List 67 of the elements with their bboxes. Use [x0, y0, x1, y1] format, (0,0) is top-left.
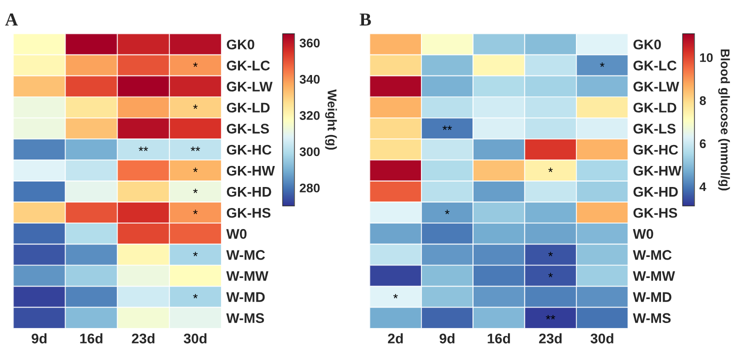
- data-label: *: [548, 252, 553, 256]
- y-tick-label: GK0: [633, 40, 661, 50]
- y-tick-label: GK-HW: [633, 166, 682, 176]
- y-tick-label: GK-LW: [633, 82, 680, 92]
- x-tick-label: 30d: [590, 333, 614, 344]
- color-bar-label: 280: [300, 184, 320, 192]
- color-bar-title: Blood glucose (mmol/g): [718, 49, 730, 190]
- chart-title: B: [360, 14, 371, 26]
- y-tick-label: GK-LS: [226, 124, 269, 134]
- data-label: *: [193, 294, 198, 298]
- color-bar-title: Weight (g): [325, 89, 337, 150]
- y-tick-label: GK-HD: [226, 186, 272, 197]
- x-tick-label: 9d: [32, 333, 46, 344]
- y-tick-label: GK0: [226, 40, 254, 50]
- y-tick-label: W-MD: [226, 292, 265, 302]
- data-label: *: [548, 168, 553, 172]
- y-tick-label: W-MD: [632, 292, 672, 302]
- data-label: **: [546, 315, 556, 320]
- y-tick-label: GK-LD: [633, 102, 676, 113]
- data-label: *: [548, 272, 553, 278]
- data-label: *: [393, 294, 398, 298]
- color-bar-label: 10: [700, 53, 713, 62]
- color-bar-label: 340: [300, 74, 320, 84]
- y-tick-label: GK-LC: [633, 60, 676, 70]
- y-tick-label: GK-HS: [633, 208, 678, 218]
- y-tick-label: W-MS: [632, 313, 671, 324]
- data-label: **: [442, 126, 452, 130]
- y-tick-label: GK-HC: [633, 144, 678, 155]
- x-tick-label: 23d: [132, 333, 154, 344]
- data-label: *: [193, 188, 198, 194]
- y-tick-label: GK-HD: [633, 186, 678, 197]
- data-label: **: [190, 146, 200, 152]
- y-tick-label: GK-HC: [226, 144, 272, 155]
- x-tick-label: 23d: [539, 333, 562, 344]
- color-bar-label: 300: [300, 147, 320, 156]
- y-tick-label: GK-HS: [226, 208, 270, 218]
- data-label: *: [193, 168, 198, 172]
- x-tick-label: 16d: [80, 333, 102, 344]
- y-tick-label: GK-LD: [226, 102, 270, 113]
- y-tick-label: GK-HW: [226, 166, 275, 176]
- data-label: *: [193, 210, 198, 214]
- color-bar-label: 360: [300, 38, 320, 48]
- x-tick-label: 30d: [184, 333, 206, 344]
- y-tick-label: GK-LS: [633, 124, 676, 134]
- data-label: *: [193, 252, 198, 256]
- y-tick-label: W-MC: [226, 250, 265, 260]
- y-tick-label: W0: [632, 229, 654, 239]
- x-tick-label: 2d: [388, 333, 403, 344]
- color-bar-label: 320: [300, 111, 320, 120]
- data-label: *: [193, 62, 198, 67]
- color-bar-label: 6: [700, 139, 706, 148]
- y-tick-label: W-MW: [226, 271, 268, 281]
- data-label: *: [444, 210, 450, 214]
- data-label: *: [193, 104, 198, 109]
- color-bar-label: 8: [700, 96, 706, 106]
- y-tick-label: W0: [226, 229, 247, 239]
- y-tick-label: GK-LC: [226, 60, 270, 70]
- y-tick-label: GK-LW: [226, 82, 273, 92]
- y-tick-label: W-MC: [632, 250, 672, 260]
- color-bar-label: 4: [700, 182, 706, 192]
- data-label: **: [138, 146, 148, 152]
- y-tick-label: W-MW: [632, 271, 676, 281]
- chart-title: A: [5, 14, 18, 26]
- x-tick-label: 9d: [440, 333, 454, 344]
- y-tick-label: W-MS: [226, 313, 264, 324]
- data-label: *: [600, 62, 604, 67]
- x-tick-label: 16d: [488, 333, 510, 344]
